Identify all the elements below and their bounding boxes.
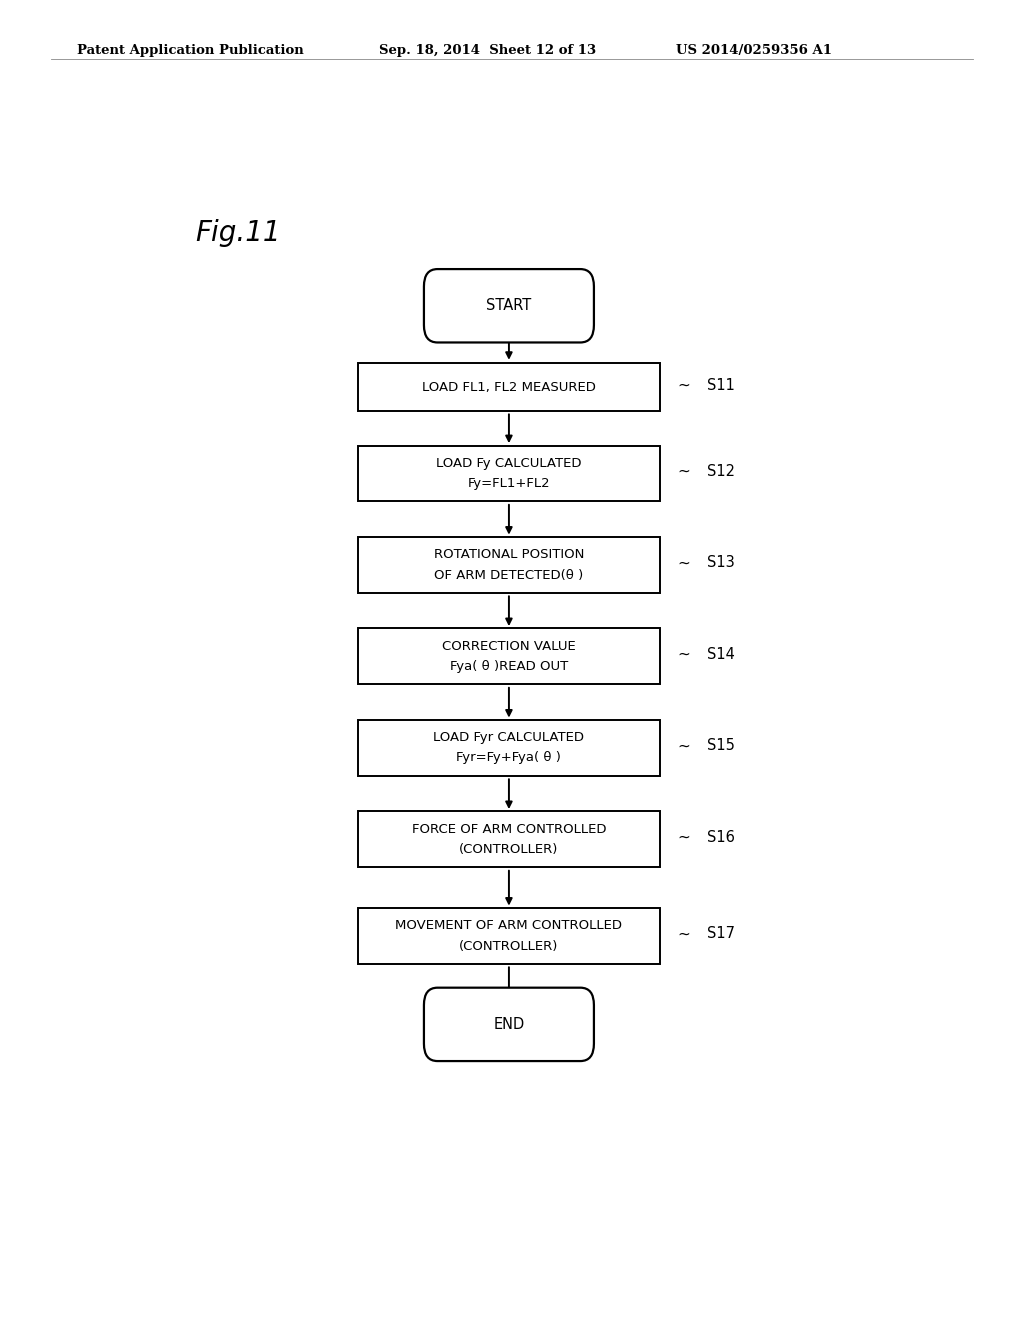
Text: Sep. 18, 2014  Sheet 12 of 13: Sep. 18, 2014 Sheet 12 of 13 — [379, 44, 596, 57]
Text: S13: S13 — [708, 556, 735, 570]
Bar — [358, 363, 659, 412]
Text: ~: ~ — [677, 738, 690, 754]
Text: ~: ~ — [677, 927, 690, 941]
Bar — [358, 719, 659, 776]
Text: (CONTROLLER): (CONTROLLER) — [459, 940, 559, 953]
Text: S16: S16 — [708, 830, 735, 845]
Text: S12: S12 — [708, 463, 735, 479]
Text: S14: S14 — [708, 647, 735, 661]
Text: S15: S15 — [708, 738, 735, 754]
Text: ~: ~ — [677, 830, 690, 845]
Bar — [358, 812, 659, 867]
FancyBboxPatch shape — [424, 269, 594, 342]
Text: LOAD Fyr CALCULATED: LOAD Fyr CALCULATED — [433, 731, 585, 744]
Text: ROTATIONAL POSITION: ROTATIONAL POSITION — [434, 548, 584, 561]
Bar — [358, 628, 659, 684]
Text: OF ARM DETECTED(θ ): OF ARM DETECTED(θ ) — [434, 569, 584, 582]
Text: Fya( θ )READ OUT: Fya( θ )READ OUT — [450, 660, 568, 673]
Text: LOAD Fy CALCULATED: LOAD Fy CALCULATED — [436, 457, 582, 470]
Bar — [358, 908, 659, 964]
Text: ~: ~ — [677, 378, 690, 392]
Text: LOAD FL1, FL2 MEASURED: LOAD FL1, FL2 MEASURED — [422, 380, 596, 393]
Text: S17: S17 — [708, 927, 735, 941]
Text: Fyr=Fy+Fya( θ ): Fyr=Fy+Fya( θ ) — [457, 751, 561, 764]
Text: FORCE OF ARM CONTROLLED: FORCE OF ARM CONTROLLED — [412, 822, 606, 836]
Text: MOVEMENT OF ARM CONTROLLED: MOVEMENT OF ARM CONTROLLED — [395, 920, 623, 932]
Text: ~: ~ — [677, 556, 690, 570]
Text: ~: ~ — [677, 463, 690, 479]
Text: Fy=FL1+FL2: Fy=FL1+FL2 — [468, 477, 550, 490]
Text: START: START — [486, 298, 531, 313]
Text: Fig.11: Fig.11 — [196, 219, 281, 247]
Text: END: END — [494, 1016, 524, 1032]
Text: US 2014/0259356 A1: US 2014/0259356 A1 — [676, 44, 831, 57]
Text: ~: ~ — [677, 647, 690, 661]
Bar — [358, 537, 659, 593]
Text: CORRECTION VALUE: CORRECTION VALUE — [442, 640, 575, 653]
Text: S11: S11 — [708, 378, 735, 392]
Bar — [358, 446, 659, 502]
FancyBboxPatch shape — [424, 987, 594, 1061]
Text: Patent Application Publication: Patent Application Publication — [77, 44, 303, 57]
Text: (CONTROLLER): (CONTROLLER) — [459, 843, 559, 855]
